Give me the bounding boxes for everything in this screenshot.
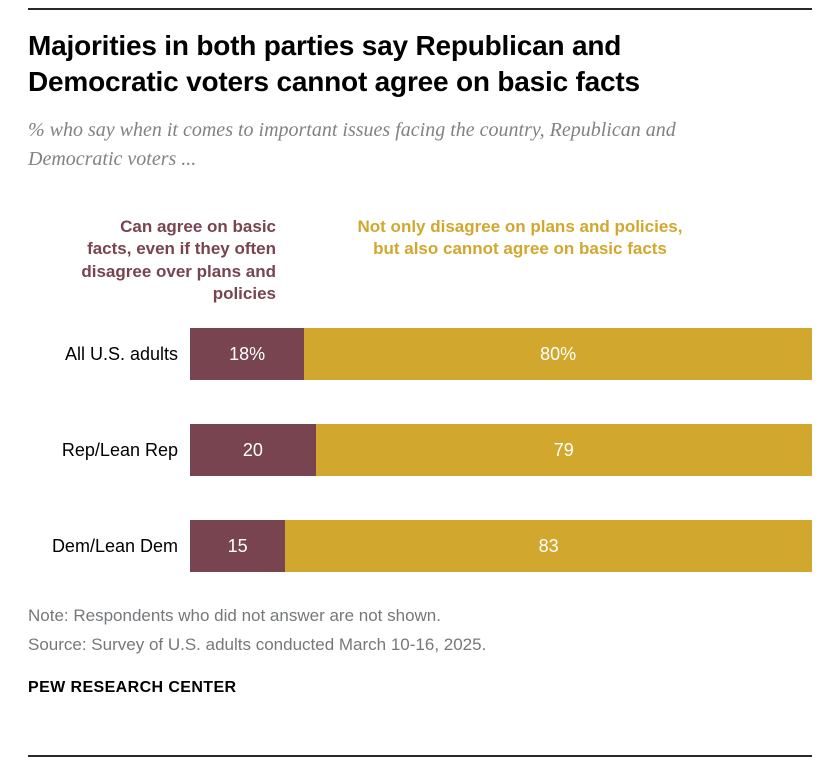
value-label: 79 (553, 439, 574, 460)
bar-row: Dem/Lean Dem 15 83 (28, 520, 812, 573)
category-label: All U.S. adults (64, 343, 178, 364)
value-label: 80% (540, 343, 577, 364)
bottom-rule (28, 755, 812, 757)
legend-label-disagree: Not only disagree on plans and policies,… (357, 216, 683, 259)
category-label: Dem/Lean Dem (51, 535, 178, 556)
category-label: Rep/Lean Rep (61, 439, 178, 460)
value-label: 18% (229, 343, 266, 364)
bar-row: All U.S. adults 18% 80% (28, 328, 812, 381)
legend-label-agree: Can agree on basic facts, even if they o… (81, 216, 276, 304)
bar-segment-disagree: 80% (304, 328, 812, 381)
bar-track: 15 83 (190, 520, 812, 573)
chart-title: Majorities in both parties say Republica… (28, 30, 640, 97)
pew-research-center-wordmark: PEW RESEARCH CENTER (28, 678, 237, 696)
value-label: 83 (538, 535, 559, 556)
bar-chart: All U.S. adults 18% 80% Rep/Lean Rep 20 79 Dem… (28, 328, 812, 573)
footnotes: Note: Respondents who did not answer are… (28, 604, 812, 657)
note-text: Note: Respondents who did not answer are… (28, 606, 441, 626)
value-label: 15 (227, 535, 248, 556)
source-text: Source: Survey of U.S. adults conducted … (28, 634, 487, 654)
bar-segment-agree: 20 (190, 424, 316, 477)
bar-segment-disagree: 79 (315, 424, 812, 477)
legend: Can agree on basic facts, even if they o… (28, 216, 812, 306)
top-rule (28, 8, 812, 10)
bar-segment-agree: 18% (190, 328, 305, 381)
bar-segment-disagree: 83 (285, 520, 812, 573)
bar-segment-agree: 15 (190, 520, 286, 573)
chart-subtitle: % who say when it comes to important iss… (28, 118, 676, 170)
bar-row: Rep/Lean Rep 20 79 (28, 424, 812, 477)
bar-track: 20 79 (190, 424, 812, 477)
bar-track: 18% 80% (190, 328, 812, 381)
value-label: 20 (242, 439, 263, 460)
